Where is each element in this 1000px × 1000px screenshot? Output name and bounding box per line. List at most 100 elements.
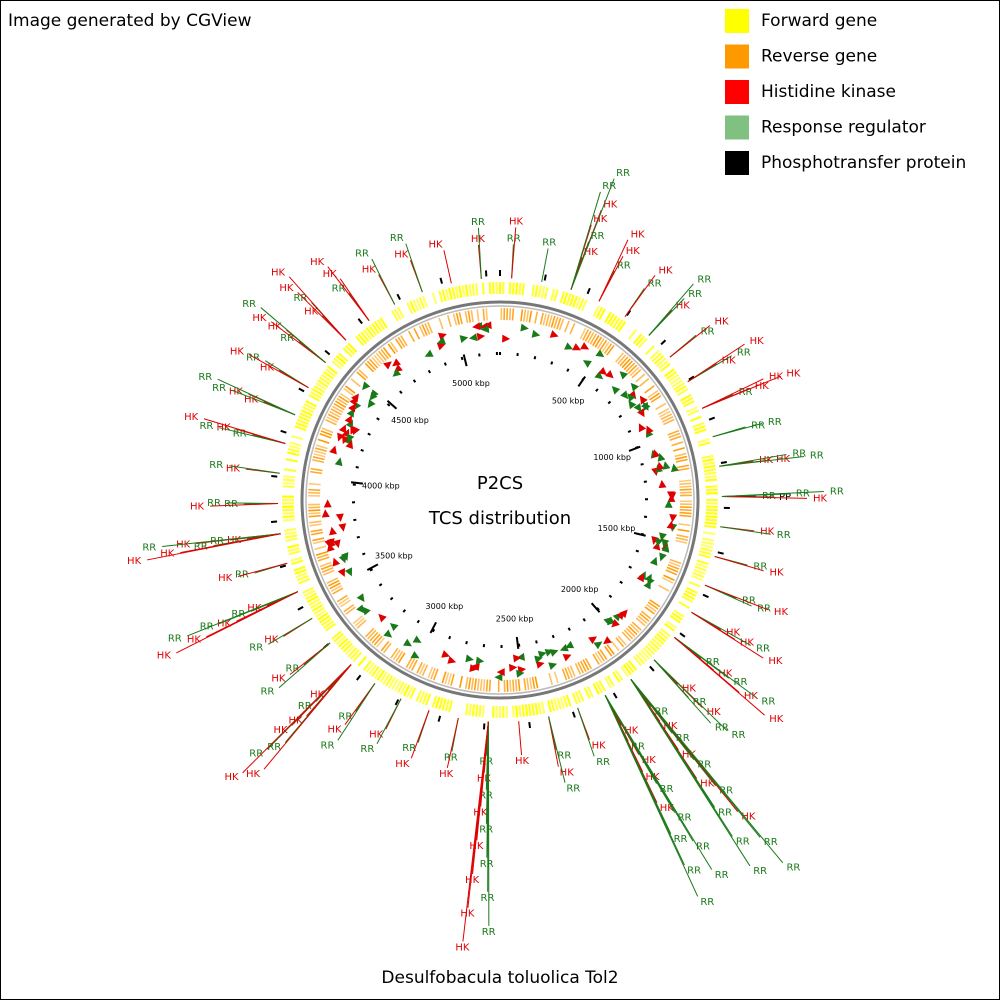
reverse-gene <box>329 410 341 418</box>
feature-label: RR <box>249 749 263 760</box>
reverse-gene <box>367 629 377 640</box>
forward-gene <box>703 464 716 469</box>
tcs-feature <box>410 650 420 659</box>
tcs-feature <box>630 382 640 392</box>
tcs-feature <box>496 668 505 677</box>
forward-gene <box>640 649 651 660</box>
feature-label: RR <box>761 696 775 707</box>
forward-gene <box>291 559 304 566</box>
forward-gene <box>283 474 296 479</box>
ruler-major-tick <box>633 531 646 537</box>
reverse-gene <box>675 539 688 544</box>
ruler-tick <box>362 552 366 556</box>
reverse-gene <box>635 373 646 383</box>
feature-label: RR <box>596 757 610 768</box>
feature-label: HK <box>769 714 784 725</box>
forward-gene <box>454 286 460 299</box>
reverse-gene <box>314 545 327 551</box>
feature-label: RR <box>737 347 751 358</box>
feature-label: RR <box>715 723 729 734</box>
reverse-gene <box>309 470 323 475</box>
reverse-gene <box>635 617 646 627</box>
forward-gene <box>376 319 386 331</box>
feature-leader <box>548 716 566 783</box>
ruler-tick <box>608 594 613 599</box>
feature-label: RR <box>207 498 221 509</box>
forward-gene <box>391 678 399 690</box>
forward-gene <box>688 580 701 588</box>
reverse-gene <box>553 316 559 329</box>
ruler-tick <box>607 400 612 405</box>
feature-label: HK <box>769 567 784 578</box>
reverse-gene <box>336 397 348 406</box>
forward-gene <box>296 418 309 426</box>
reverse-gene <box>312 540 325 545</box>
tcs-feature <box>392 368 402 377</box>
forward-gene <box>313 606 325 615</box>
forward-gene <box>394 679 402 692</box>
forward-gene <box>632 655 643 667</box>
reverse-gene <box>407 330 416 343</box>
forward-gene <box>302 586 315 594</box>
legend-label: Phosphotransfer protein <box>761 153 966 173</box>
outer-tick <box>439 277 443 284</box>
tcs-feature <box>636 573 645 583</box>
reverse-gene <box>343 387 354 397</box>
forward-gene <box>288 550 301 556</box>
forward-gene <box>474 704 479 717</box>
reverse-gene <box>332 405 344 413</box>
feature-label: RR <box>757 603 771 614</box>
forward-gene <box>692 421 705 429</box>
tcs-feature <box>537 650 547 659</box>
reverse-gene <box>631 621 642 631</box>
forward-gene <box>310 391 322 399</box>
reverse-gene <box>452 313 458 326</box>
outer-tick <box>437 715 442 722</box>
feature-label: HK <box>700 778 715 789</box>
feature-label: RR <box>786 863 800 874</box>
feature-label: HK <box>593 214 608 225</box>
forward-gene <box>349 649 360 660</box>
tcs-feature <box>412 635 422 643</box>
forward-gene <box>625 662 635 673</box>
forward-gene <box>704 478 718 482</box>
reverse-gene <box>464 676 469 690</box>
tcs-feature <box>628 400 637 410</box>
tcs-feature <box>332 539 341 549</box>
outer-tick <box>279 564 287 569</box>
forward-gene <box>406 685 414 698</box>
tcs-feature <box>646 425 654 435</box>
forward-gene <box>649 640 660 651</box>
tcs-feature <box>562 654 572 662</box>
forward-gene <box>444 699 450 712</box>
forward-gene <box>322 620 334 630</box>
forward-gene <box>664 622 675 632</box>
forward-gene <box>464 284 469 297</box>
forward-gene <box>658 630 669 640</box>
feature-label: RR <box>242 299 256 310</box>
reverse-gene <box>625 362 636 373</box>
feature-leader <box>270 321 326 364</box>
forward-gene <box>592 305 600 317</box>
forward-gene <box>553 289 559 302</box>
feature-label: RR <box>676 733 690 744</box>
ruler-label: 3000 kbp <box>426 602 464 611</box>
tcs-feature <box>669 513 678 523</box>
forward-gene <box>671 612 683 621</box>
feature-leader <box>278 642 331 689</box>
feature-leader <box>712 423 763 438</box>
reverse-gene <box>669 558 682 565</box>
feature-label: RR <box>764 837 778 848</box>
feature-label: RR <box>355 249 369 260</box>
feature-leader <box>714 556 764 572</box>
forward-gene <box>308 598 321 606</box>
tcs-feature <box>321 509 330 518</box>
forward-gene <box>317 379 329 388</box>
reverse-gene <box>322 569 335 576</box>
forward-gene <box>704 474 717 479</box>
reverse-gene <box>338 395 350 404</box>
forward-gene <box>508 282 512 295</box>
outer-tick <box>586 287 591 295</box>
center-title: P2CS <box>477 473 523 494</box>
reverse-gene <box>395 338 403 350</box>
